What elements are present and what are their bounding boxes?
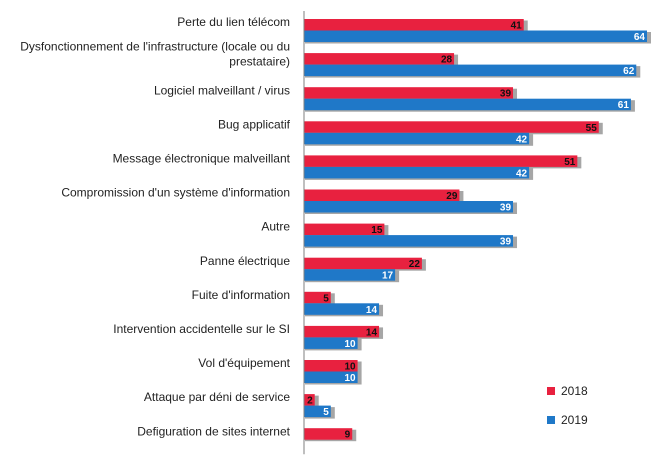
legend-label: 2019 bbox=[561, 413, 588, 427]
category-label: Bug applicatif bbox=[218, 117, 291, 131]
category-label: prestataire) bbox=[229, 55, 290, 69]
bar-2019 bbox=[304, 269, 396, 281]
value-label: 17 bbox=[382, 271, 394, 282]
value-label: 39 bbox=[500, 237, 512, 248]
value-label: 14 bbox=[366, 327, 378, 338]
bar-2018 bbox=[304, 19, 524, 31]
value-label: 61 bbox=[618, 100, 630, 111]
bar-2018 bbox=[304, 257, 422, 270]
legend-swatch-2018 bbox=[547, 387, 555, 395]
value-label: 10 bbox=[344, 373, 356, 384]
category-label: Panne électrique bbox=[200, 254, 290, 268]
value-label: 64 bbox=[634, 32, 646, 43]
bar-2018 bbox=[304, 121, 599, 133]
value-label: 42 bbox=[516, 134, 528, 145]
bars: 4164286239615542514229391539221751414101… bbox=[304, 19, 651, 442]
category-label: Fuite d'information bbox=[192, 288, 290, 302]
category-label: Autre bbox=[261, 220, 290, 234]
bar-2019 bbox=[304, 371, 358, 383]
category-label: Compromission d'un système d'information bbox=[61, 186, 290, 200]
value-label: 10 bbox=[344, 362, 356, 373]
bar-2019 bbox=[304, 201, 514, 213]
bar-2018 bbox=[304, 87, 514, 99]
value-label: 5 bbox=[323, 293, 329, 304]
bar-2018 bbox=[304, 189, 460, 201]
bar-2018 bbox=[304, 325, 380, 338]
value-label: 29 bbox=[446, 191, 458, 202]
value-label: 15 bbox=[371, 225, 383, 236]
value-label: 55 bbox=[586, 123, 598, 134]
value-label: 51 bbox=[564, 157, 576, 168]
bar-2018 bbox=[304, 360, 358, 372]
bar-2018 bbox=[304, 155, 578, 167]
bar-2018 bbox=[304, 53, 455, 65]
legend-label: 2018 bbox=[561, 384, 588, 398]
value-label: 22 bbox=[409, 259, 421, 270]
value-label: 2 bbox=[307, 396, 313, 407]
value-label: 62 bbox=[623, 66, 635, 77]
value-label: 41 bbox=[511, 21, 523, 32]
category-label: Intervention accidentelle sur le SI bbox=[113, 322, 290, 336]
bar-2019 bbox=[304, 166, 530, 179]
value-label: 42 bbox=[516, 168, 528, 179]
bar-2019 bbox=[304, 64, 637, 77]
value-label: 10 bbox=[344, 339, 356, 350]
category-label: Message électronique malveillant bbox=[113, 151, 291, 165]
bar-2019 bbox=[304, 235, 514, 247]
category-label: Vol d'équipement bbox=[198, 356, 290, 370]
category-label: Attaque par déni de service bbox=[144, 390, 290, 404]
value-label: 14 bbox=[366, 305, 378, 316]
category-label: Perte du lien télécom bbox=[177, 15, 290, 29]
bar-2018 bbox=[304, 394, 315, 406]
bar-2019 bbox=[304, 337, 358, 349]
bar-2019 bbox=[304, 303, 380, 315]
value-label: 39 bbox=[500, 89, 512, 100]
bar-2019 bbox=[304, 98, 631, 111]
legend: 2018 2019 bbox=[547, 384, 588, 427]
value-label: 5 bbox=[323, 407, 329, 418]
bar-2019 bbox=[304, 30, 647, 42]
bar-2019 bbox=[304, 132, 530, 145]
category-label: Dysfonctionnement de l'infrastructure (l… bbox=[20, 40, 290, 54]
legend-swatch-2019 bbox=[547, 416, 555, 424]
category-label: Logiciel malveillant / virus bbox=[154, 83, 290, 97]
value-label: 9 bbox=[345, 430, 351, 441]
value-label: 28 bbox=[441, 55, 453, 66]
bar-2018 bbox=[304, 223, 385, 236]
bar-2018 bbox=[304, 428, 353, 440]
category-labels: Perte du lien télécom Dysfonctionnement d… bbox=[20, 15, 290, 438]
bar-2018 bbox=[304, 291, 331, 304]
category-label: Defiguration de sites internet bbox=[137, 424, 290, 438]
value-label: 39 bbox=[500, 203, 512, 214]
bar-2019 bbox=[304, 405, 331, 418]
